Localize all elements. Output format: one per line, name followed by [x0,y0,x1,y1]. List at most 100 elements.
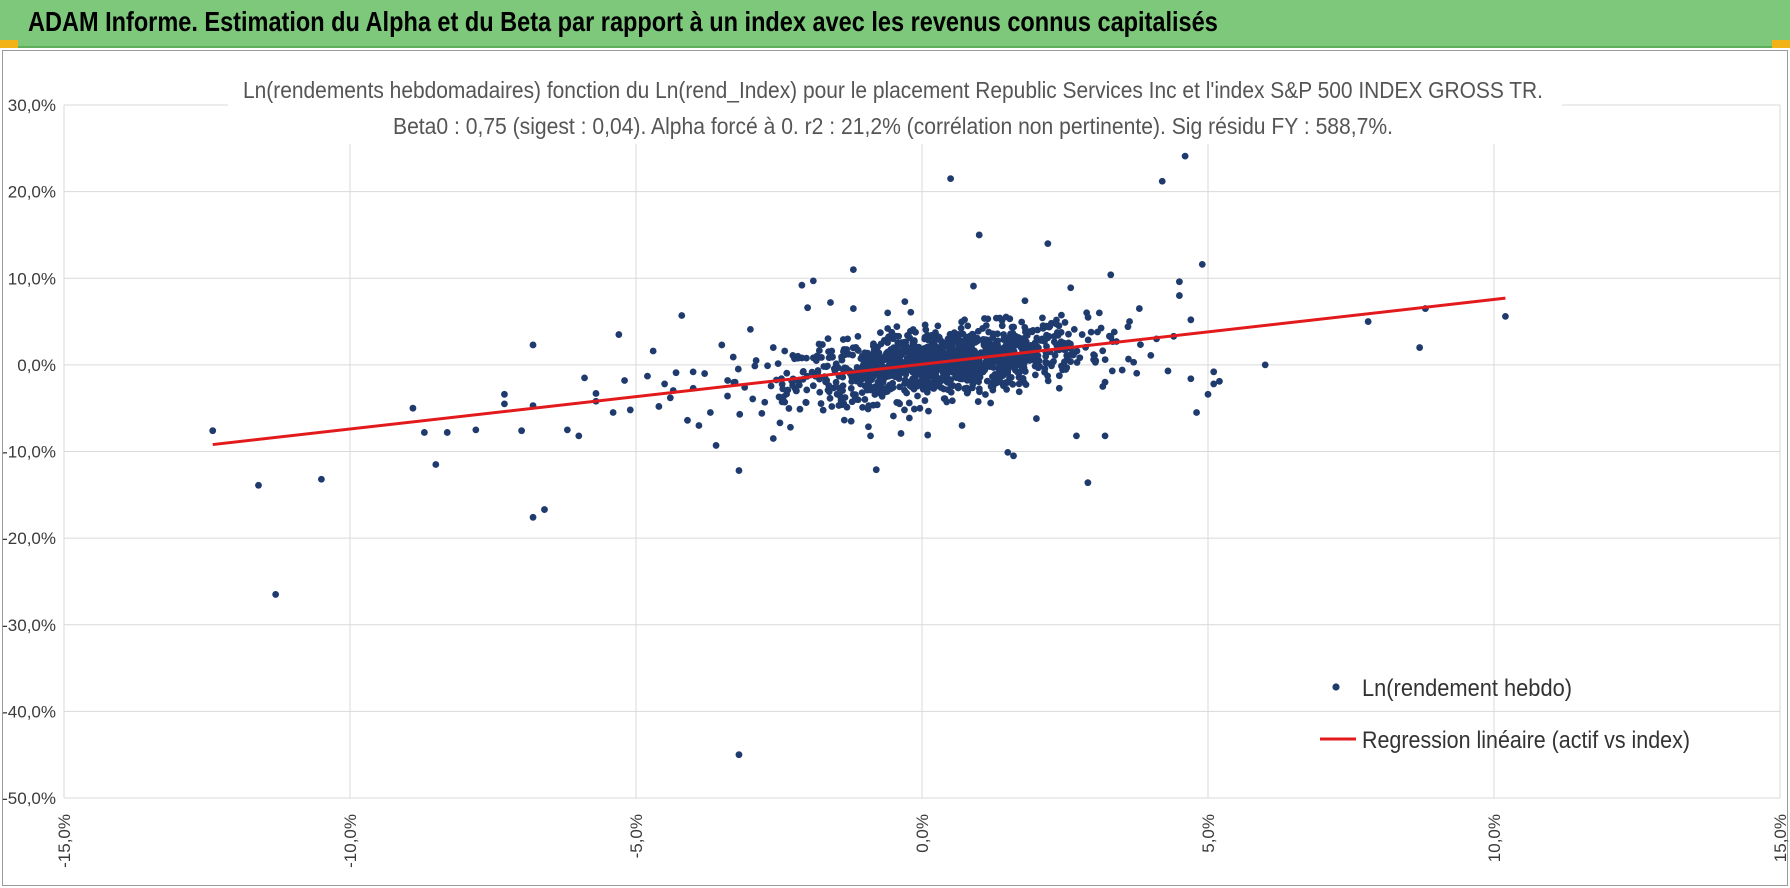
data-point [973,334,981,342]
data-point [1198,260,1206,268]
data-point [735,751,743,759]
data-point [1110,328,1118,336]
data-point [921,397,929,404]
data-point [875,369,883,377]
data-point [752,357,760,364]
data-point [828,403,836,410]
data-point [818,341,826,348]
data-point [816,388,824,396]
data-point [1032,351,1040,359]
data-point [758,409,766,417]
data-point [956,364,964,372]
data-point [839,382,847,390]
data-point [1416,344,1424,351]
data-point [678,312,686,319]
data-point [592,390,600,397]
data-point [987,399,995,407]
data-point [974,398,982,405]
data-point [858,389,866,397]
data-point [1124,323,1132,331]
data-point [930,365,938,372]
data-point [724,377,732,384]
data-point [1009,380,1017,388]
data-point [983,377,991,385]
data-point [1039,325,1047,332]
data-point [1091,352,1098,359]
data-point [940,368,947,376]
data-point [769,435,777,442]
data-point [1007,373,1015,381]
data-point [769,344,777,351]
x-tick-label: 5,0% [1199,814,1218,853]
data-point [849,305,857,312]
y-tick-label: 10,0% [8,269,56,288]
data-point [529,341,537,349]
data-point [706,409,714,416]
data-point [924,431,932,439]
data-point [1021,297,1029,305]
data-point [989,330,997,338]
data-point [878,392,886,400]
data-point [963,384,971,392]
scatter-series [209,152,1509,759]
data-point [966,332,974,340]
data-point [825,348,832,355]
data-point [1010,452,1017,460]
data-point [778,398,786,406]
data-point [890,412,897,420]
data-point [847,417,855,425]
data-point [529,513,537,521]
data-point [960,375,968,382]
data-point [1018,318,1026,326]
data-point [1067,284,1075,292]
data-point [1502,312,1509,320]
data-point [747,325,754,333]
data-point [736,410,744,418]
data-point [839,336,847,343]
data-point [804,304,811,312]
data-point [879,377,886,385]
data-point [838,353,845,361]
data-point [814,367,822,374]
data-point [1044,334,1052,342]
data-point [865,423,872,431]
data-point [1204,390,1212,398]
data-point [443,429,451,436]
data-point [906,382,914,389]
data-point [967,366,975,374]
data-point [1055,372,1063,380]
data-point [1210,368,1218,376]
data-point [906,352,914,360]
data-point [518,427,525,435]
data-point [1026,357,1033,364]
data-point [735,467,743,474]
data-point [993,379,1000,387]
data-point [472,426,480,434]
data-point [644,372,651,380]
data-point [920,346,928,353]
data-point [953,370,961,378]
data-point [1107,271,1115,279]
data-point [932,329,939,336]
data-point [1002,379,1010,386]
data-point [563,426,571,434]
data-point [581,374,588,382]
data-point [884,383,892,391]
data-point [655,403,663,410]
data-point [1107,333,1115,341]
data-point [1004,366,1012,373]
data-point [849,266,857,273]
data-point [818,354,825,361]
data-point [767,382,775,390]
data-point [851,393,859,400]
data-point [877,340,885,348]
data-point [318,475,325,483]
data-point [984,315,992,323]
data-point [1078,331,1086,338]
data-point [957,341,965,349]
data-point [848,398,856,406]
data-point [853,346,861,353]
data-point [819,406,827,414]
data-point [1047,319,1055,327]
